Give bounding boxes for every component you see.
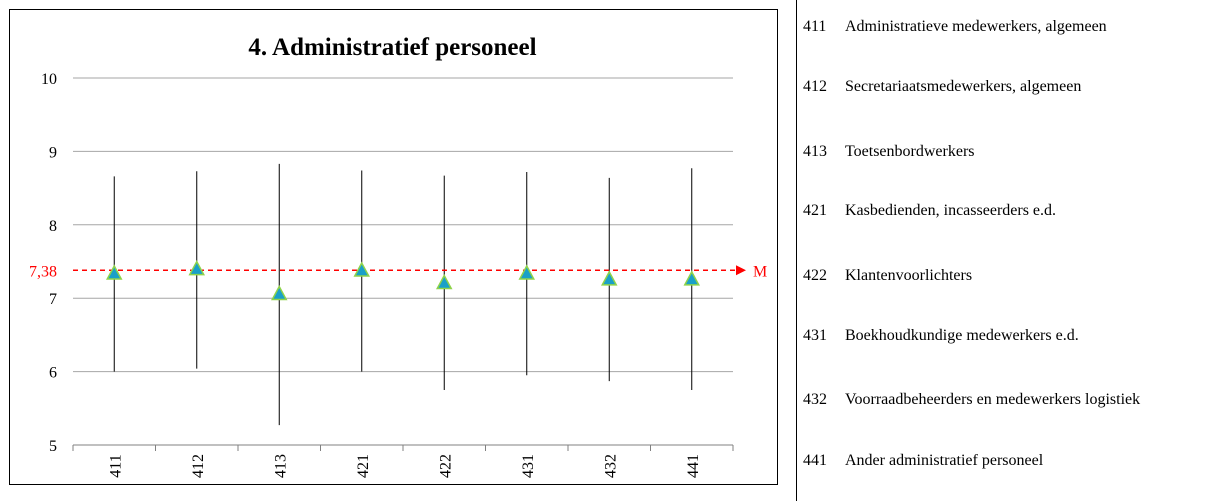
legend-item: 413 Toetsenbordwerkers: [803, 143, 975, 161]
x-tick-label: 432: [602, 454, 619, 478]
legend-item: 431 Boekhoudkundige medewerkers e.d.: [803, 327, 1079, 345]
legend-label: Administratieve medewerkers, algemeen: [845, 18, 1107, 35]
legend-code: 432: [803, 391, 827, 408]
legend-label: Boekhoudkundige medewerkers e.d.: [845, 327, 1079, 344]
reference-arrow: [736, 265, 746, 276]
y-tick-label: 7: [49, 291, 57, 308]
chart-panel: [9, 9, 778, 485]
mean-marker: [188, 259, 206, 276]
legend-item: 411 Administratieve medewerkers, algemeen: [803, 18, 1107, 36]
y-tick-label: 9: [49, 144, 57, 161]
mean-marker: [105, 264, 123, 280]
mean-marker: [518, 264, 536, 280]
legend-item: 421 Kasbedienden, incasseerders e.d.: [803, 202, 1056, 220]
legend-item: 441 Ander administratief personeel: [803, 452, 1043, 470]
legend-label: Toetsenbordwerkers: [845, 143, 975, 160]
legend-label: Klantenvoorlichters: [845, 267, 973, 284]
mean-marker: [353, 261, 371, 277]
x-tick-label: 422: [437, 454, 454, 478]
mean-marker: [270, 284, 288, 301]
mean-marker: [435, 273, 453, 290]
mean-marker: [600, 270, 618, 286]
legend-code: 431: [803, 327, 827, 344]
legend-label: Ander administratief personeel: [845, 452, 1044, 469]
legend-item: 432 Voorraadbeheerders en medewerkers log…: [803, 391, 1140, 409]
legend-code: 411: [803, 18, 827, 35]
legend-code: 412: [803, 78, 827, 95]
legend-code: 422: [803, 267, 827, 284]
legend-item: 412 Secretariaatsmedewerkers, algemeen: [803, 78, 1081, 96]
mean-marker: [683, 270, 701, 286]
legend-label: Secretariaatsmedewerkers, algemeen: [845, 78, 1082, 95]
y-tick-label: 10: [41, 71, 57, 88]
reference-end-label: M: [753, 263, 767, 280]
x-tick-label: 431: [520, 454, 537, 478]
reference-value-label: 7,38: [29, 263, 57, 280]
chart-title: 4. Administratief personeel: [248, 34, 537, 61]
legend-code: 413: [803, 143, 827, 160]
y-tick-label: 8: [49, 218, 57, 235]
legend-code: 421: [803, 202, 827, 219]
x-tick-label: 412: [190, 454, 207, 478]
y-tick-label: 6: [49, 365, 57, 382]
x-tick-label: 413: [272, 454, 289, 478]
legend-code: 441: [803, 452, 827, 469]
legend-item: 422 Klantenvoorlichters: [803, 267, 972, 285]
legend-label: Voorraadbeheerders en medewerkers logist…: [845, 391, 1141, 408]
chart-plot: 5 6 7 8 9 10 411 412 413 421 422 431 432 441 7,38 M: [29, 71, 767, 478]
y-tick-label: 5: [49, 438, 57, 455]
x-tick-label: 441: [685, 454, 702, 478]
panel-divider: [796, 0, 797, 501]
x-tick-label: 411: [107, 454, 124, 477]
legend-label: Kasbedienden, incasseerders e.d.: [845, 202, 1057, 219]
x-tick-label: 421: [355, 454, 372, 478]
